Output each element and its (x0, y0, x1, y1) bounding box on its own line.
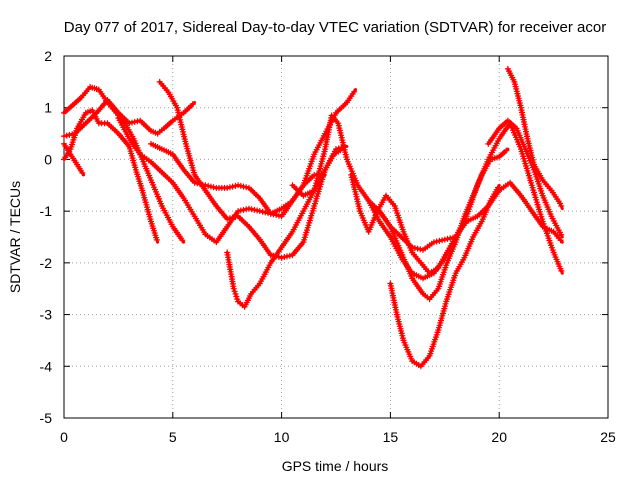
y-tick-label: 1 (44, 100, 52, 116)
y-tick-label: 2 (44, 48, 52, 64)
x-axis-label: GPS time / hours (282, 458, 389, 474)
series-line (62, 85, 186, 244)
chart-title: Day 077 of 2017, Sidereal Day-to-day VTE… (64, 19, 606, 36)
y-tick-label: 0 (44, 151, 52, 167)
y-axis-label: SDTVAR / TECUs (7, 181, 23, 293)
x-tick-label: 20 (491, 429, 507, 445)
series-line (149, 142, 327, 218)
y-tick-label: -5 (40, 410, 53, 426)
series-line (62, 108, 160, 244)
x-tick-label: 15 (383, 429, 399, 445)
data-series (61, 65, 565, 370)
y-tick-labels: -5 -4 -3 -2 -1 0 1 2 (40, 48, 53, 426)
series-sat-12 (387, 183, 501, 370)
series-markers (504, 65, 565, 209)
series-sat-13 (376, 147, 510, 303)
series-sat-10 (348, 120, 565, 277)
series-sat-3 (61, 84, 186, 244)
grid (64, 56, 608, 418)
x-tick-labels: 0 5 10 15 20 25 (60, 429, 616, 445)
y-tick-label: -3 (40, 307, 53, 323)
series-sat-15 (504, 65, 565, 211)
y-tick-label: -4 (40, 358, 53, 374)
series-markers (61, 84, 186, 244)
series-sat-14 (485, 117, 565, 239)
x-tick-label: 5 (169, 429, 177, 445)
series-markers (289, 112, 456, 253)
plot-frame (63, 55, 609, 419)
series-sat-9 (289, 112, 458, 253)
series-markers (348, 120, 565, 277)
y-tick-label: -1 (40, 203, 53, 219)
series-markers (61, 140, 86, 176)
series-markers (485, 117, 565, 238)
series-markers (224, 147, 344, 310)
series-sat-2 (61, 107, 160, 244)
y-tick-label: -2 (40, 255, 53, 271)
x-tick-label: 10 (274, 429, 290, 445)
series-markers (61, 107, 160, 243)
x-tick-label: 0 (60, 429, 68, 445)
series-markers (148, 140, 326, 220)
series-sat-4 (61, 140, 86, 177)
series-markers (376, 147, 510, 303)
x-tick-label: 25 (600, 429, 616, 445)
series-sat-8 (224, 147, 344, 310)
series-sat-7 (148, 140, 327, 220)
series-markers (387, 184, 501, 370)
